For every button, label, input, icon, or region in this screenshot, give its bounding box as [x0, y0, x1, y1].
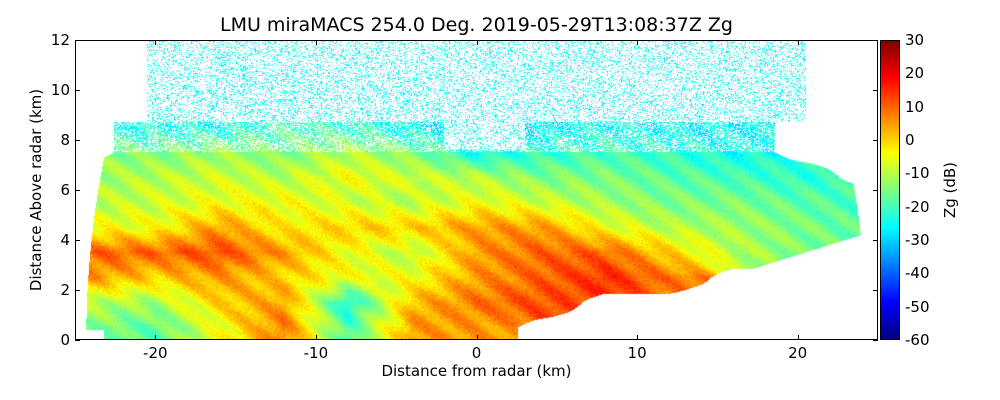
colorbar-tick-label: 0 [905, 131, 915, 149]
y-tick-mark [75, 40, 80, 41]
x-tick-label: -10 [303, 344, 329, 362]
colorbar-tick-label: -20 [905, 197, 930, 216]
x-tick-mark [797, 335, 799, 340]
x-tick-mark [315, 335, 317, 340]
x-tick-mark [155, 40, 157, 45]
x-axis-label: Distance from radar (km) [381, 362, 572, 380]
y-tick-mark [75, 140, 80, 141]
colorbar-tick-label: -10 [905, 164, 930, 183]
y-tick-mark [873, 90, 878, 91]
x-tick-mark [155, 335, 157, 340]
colorbar-label: Zg (dB) [941, 161, 959, 219]
colorbar-tick-label: 10 [905, 97, 925, 116]
colorbar-tick-label: -30 [905, 231, 930, 249]
y-tick-mark [873, 40, 878, 41]
colorbar-tick-label: 30 [905, 31, 925, 49]
y-tick-mark [75, 190, 80, 191]
x-tick-mark [797, 40, 799, 45]
x-tick-label: 20 [788, 344, 808, 362]
y-tick-label: 6 [60, 181, 70, 199]
y-tick-label: 10 [50, 81, 70, 99]
x-tick-label: -20 [143, 344, 168, 362]
colorbar-tick-label: -40 [905, 264, 930, 283]
reflectivity-heatmap [75, 40, 878, 340]
y-tick-mark [873, 190, 878, 191]
x-tick-label: 10 [627, 344, 647, 362]
plot-area [75, 40, 878, 340]
x-tick-mark [637, 40, 639, 45]
y-tick-label: 0 [60, 331, 70, 349]
y-tick-mark [873, 290, 878, 291]
y-tick-mark [75, 290, 80, 291]
x-tick-mark [476, 40, 478, 45]
y-tick-label: 4 [60, 231, 70, 249]
y-tick-mark [75, 90, 80, 91]
y-tick-mark [75, 340, 80, 341]
x-tick-mark [315, 40, 317, 45]
y-tick-mark [873, 340, 878, 341]
x-tick-mark [476, 335, 478, 340]
colorbar-tick-label: -50 [905, 297, 930, 316]
x-tick-mark [637, 335, 639, 340]
y-tick-label: 8 [60, 131, 70, 149]
y-tick-label: 2 [60, 281, 70, 299]
x-tick-label: 0 [471, 344, 482, 362]
y-tick-mark [873, 140, 878, 141]
chart-title: LMU miraMACS 254.0 Deg. 2019-05-29T13:08… [220, 14, 733, 36]
colorbar-tick-label: 20 [905, 64, 925, 83]
colorbar [880, 40, 900, 340]
y-tick-label: 12 [50, 31, 70, 49]
y-tick-mark [75, 240, 80, 241]
colorbar-tick-label: -60 [905, 331, 930, 349]
y-tick-mark [873, 240, 878, 241]
